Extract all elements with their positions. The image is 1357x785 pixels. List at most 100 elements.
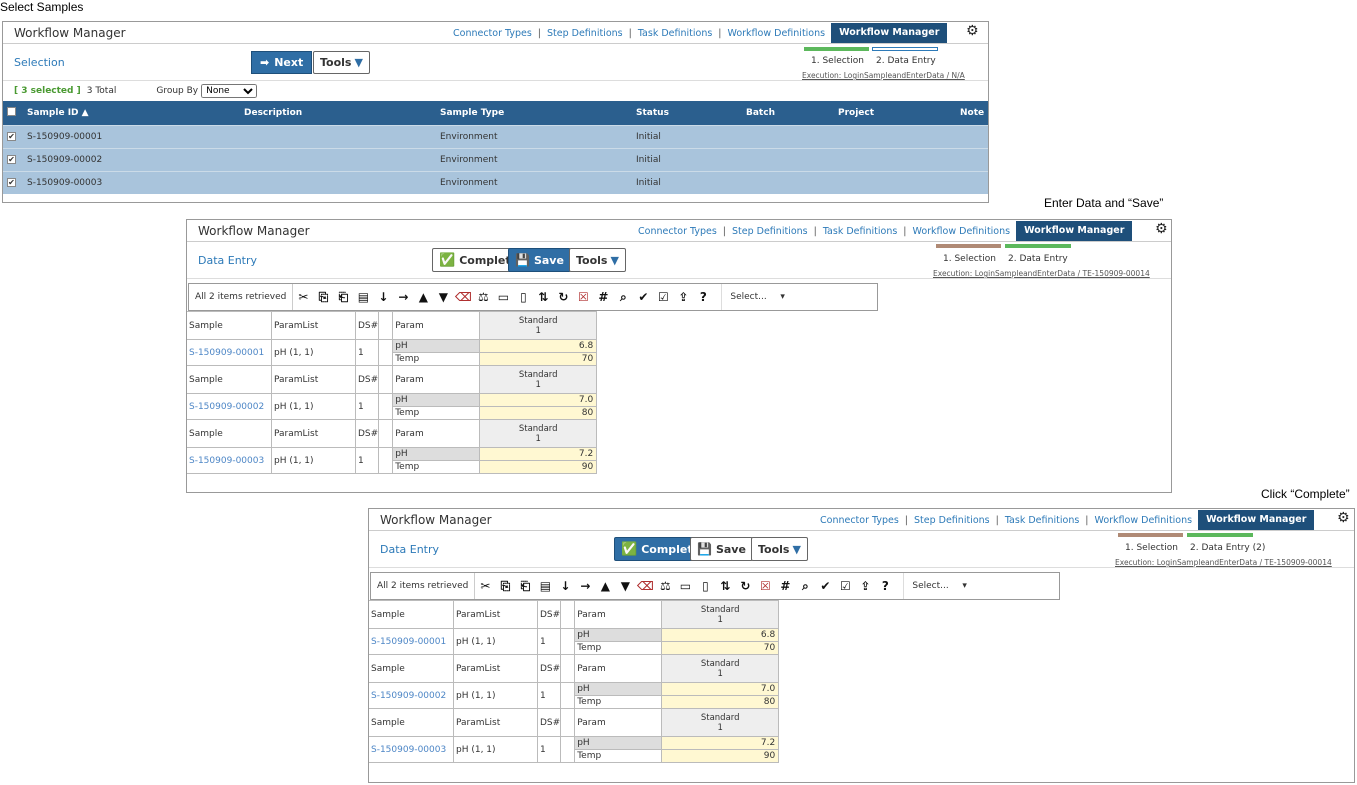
clipboard-icon[interactable]: ▯ bbox=[702, 579, 709, 593]
row-checkbox[interactable]: ✔ bbox=[3, 124, 23, 148]
tools-button[interactable]: Tools ▼ bbox=[313, 51, 370, 74]
col-note[interactable]: Note bbox=[956, 101, 988, 125]
scissors-icon[interactable]: ✂ bbox=[480, 579, 491, 593]
search-icon[interactable]: ⌕ bbox=[620, 289, 627, 304]
copy-all-icon[interactable]: ⎗ bbox=[338, 289, 349, 304]
select-dropdown[interactable]: Select... ▾ bbox=[721, 284, 785, 310]
save-button[interactable]: 💾 Save bbox=[508, 248, 571, 272]
sample-link[interactable]: S-150909-00003 bbox=[369, 736, 454, 763]
nav-workflow-definitions[interactable]: Workflow Definitions bbox=[912, 225, 1011, 237]
thumbs-down-icon[interactable]: ▼ bbox=[620, 579, 630, 593]
check-box-icon[interactable]: ☑ bbox=[657, 290, 669, 304]
clear-icon[interactable]: ⌫ bbox=[454, 290, 472, 304]
thumbs-up-icon[interactable]: ▲ bbox=[600, 579, 610, 593]
nav-task-definitions[interactable]: Task Definitions bbox=[1004, 514, 1080, 526]
export-icon[interactable]: ⇪ bbox=[860, 579, 871, 593]
sort-icon[interactable]: ⇅ bbox=[538, 290, 549, 304]
table-row[interactable]: ✔ S-150909-00001 Environment Initial bbox=[3, 124, 988, 148]
arrow-right-icon[interactable]: → bbox=[580, 579, 591, 593]
save-button[interactable]: 💾 Save bbox=[690, 537, 753, 561]
sample-link[interactable]: S-150909-00002 bbox=[369, 682, 454, 709]
check-icon[interactable]: ✔ bbox=[820, 579, 831, 593]
nav-workflow-definitions[interactable]: Workflow Definitions bbox=[727, 27, 826, 39]
value-input[interactable]: 70 bbox=[661, 641, 780, 655]
arrow-down-icon[interactable]: ↓ bbox=[378, 290, 389, 304]
nav-workflow-definitions[interactable]: Workflow Definitions bbox=[1094, 514, 1193, 526]
col-description[interactable]: Description bbox=[240, 101, 436, 125]
delete-icon[interactable]: ☒ bbox=[759, 579, 771, 593]
step-1-label[interactable]: 1. Selection bbox=[811, 56, 864, 66]
gear-icon[interactable]: ⚙ bbox=[1155, 221, 1168, 237]
sample-link[interactable]: S-150909-00001 bbox=[369, 628, 454, 655]
help-icon[interactable]: ? bbox=[881, 579, 889, 593]
col-status[interactable]: Status bbox=[632, 101, 742, 125]
col-sample-id[interactable]: Sample ID ▲ bbox=[23, 101, 240, 125]
value-input[interactable]: 6.8 bbox=[479, 339, 598, 353]
execution-link[interactable]: Execution: LoginSampleandEnterData / TE-… bbox=[1115, 558, 1332, 567]
check-icon[interactable]: ✔ bbox=[638, 290, 649, 304]
step-2-label[interactable]: 2. Data Entry bbox=[876, 56, 936, 66]
clear-icon[interactable]: ⌫ bbox=[636, 579, 654, 593]
next-button[interactable]: ➡ Next bbox=[251, 51, 313, 74]
nav-connector-types[interactable]: Connector Types bbox=[820, 514, 899, 526]
value-input[interactable]: 6.8 bbox=[661, 628, 780, 642]
nav-connector-types[interactable]: Connector Types bbox=[638, 225, 717, 237]
nav-step-definitions[interactable]: Step Definitions bbox=[732, 225, 808, 237]
value-input[interactable]: 7.2 bbox=[661, 736, 780, 750]
nav-task-definitions[interactable]: Task Definitions bbox=[822, 225, 898, 237]
clipboard-icon[interactable]: ▯ bbox=[520, 290, 527, 304]
value-input[interactable]: 90 bbox=[479, 460, 598, 474]
sample-link[interactable]: S-150909-00003 bbox=[187, 447, 272, 474]
nav-workflow-manager[interactable]: Workflow Manager bbox=[831, 23, 948, 43]
row-checkbox[interactable]: ✔ bbox=[3, 170, 23, 194]
export-icon[interactable]: ⇪ bbox=[678, 290, 689, 304]
nav-connector-types[interactable]: Connector Types bbox=[453, 27, 532, 39]
sample-link[interactable]: S-150909-00002 bbox=[187, 393, 272, 420]
scissors-icon[interactable]: ✂ bbox=[298, 290, 309, 304]
search-icon[interactable]: ⌕ bbox=[802, 578, 809, 593]
layout-icon[interactable]: ▭ bbox=[679, 579, 692, 593]
value-input[interactable]: 7.0 bbox=[661, 682, 780, 696]
help-icon[interactable]: ? bbox=[699, 290, 707, 304]
value-input[interactable]: 70 bbox=[479, 352, 598, 366]
scale-icon[interactable]: ⚖ bbox=[477, 290, 489, 304]
arrow-down-icon[interactable]: ↓ bbox=[560, 579, 571, 593]
col-sample-type[interactable]: Sample Type bbox=[436, 101, 632, 125]
step-1-label[interactable]: 1. Selection bbox=[943, 254, 996, 264]
grid-icon[interactable]: # bbox=[598, 290, 609, 304]
gear-icon[interactable]: ⚙ bbox=[966, 23, 979, 39]
gear-icon[interactable]: ⚙ bbox=[1337, 510, 1350, 526]
delete-icon[interactable]: ☒ bbox=[577, 290, 589, 304]
copy-icon[interactable]: ⎘ bbox=[318, 289, 329, 304]
value-input[interactable]: 7.0 bbox=[479, 393, 598, 407]
scale-icon[interactable]: ⚖ bbox=[659, 579, 671, 593]
col-project[interactable]: Project bbox=[834, 101, 956, 125]
value-input[interactable]: 80 bbox=[479, 406, 598, 420]
sample-link[interactable]: S-150909-00001 bbox=[187, 339, 272, 366]
grid-icon[interactable]: # bbox=[780, 579, 791, 593]
step-2-label[interactable]: 2. Data Entry bbox=[1008, 254, 1068, 264]
check-box-icon[interactable]: ☑ bbox=[839, 579, 851, 593]
nav-workflow-manager[interactable]: Workflow Manager bbox=[1016, 221, 1133, 241]
paste-icon[interactable]: ▤ bbox=[539, 579, 552, 593]
copy-all-icon[interactable]: ⎗ bbox=[520, 578, 531, 593]
copy-icon[interactable]: ⎘ bbox=[500, 578, 511, 593]
value-input[interactable]: 7.2 bbox=[479, 447, 598, 461]
value-input[interactable]: 90 bbox=[661, 749, 780, 763]
layout-icon[interactable]: ▭ bbox=[497, 290, 510, 304]
step-2-label[interactable]: 2. Data Entry (2) bbox=[1190, 543, 1266, 553]
table-row[interactable]: ✔ S-150909-00002 Environment Initial bbox=[3, 147, 988, 171]
execution-link[interactable]: Execution: LoginSampleandEnterData / TE-… bbox=[933, 269, 1150, 278]
select-all-checkbox[interactable] bbox=[3, 101, 23, 125]
paste-icon[interactable]: ▤ bbox=[357, 290, 370, 304]
select-dropdown[interactable]: Select... ▾ bbox=[903, 573, 967, 599]
refresh-icon[interactable]: ↻ bbox=[558, 290, 569, 304]
arrow-right-icon[interactable]: → bbox=[398, 290, 409, 304]
group-by-select[interactable]: None bbox=[201, 84, 258, 98]
refresh-icon[interactable]: ↻ bbox=[740, 579, 751, 593]
sort-icon[interactable]: ⇅ bbox=[720, 579, 731, 593]
row-checkbox[interactable]: ✔ bbox=[3, 147, 23, 171]
tools-button[interactable]: Tools ▼ bbox=[569, 248, 626, 272]
tools-button[interactable]: Tools ▼ bbox=[751, 537, 808, 561]
nav-workflow-manager[interactable]: Workflow Manager bbox=[1198, 510, 1315, 530]
